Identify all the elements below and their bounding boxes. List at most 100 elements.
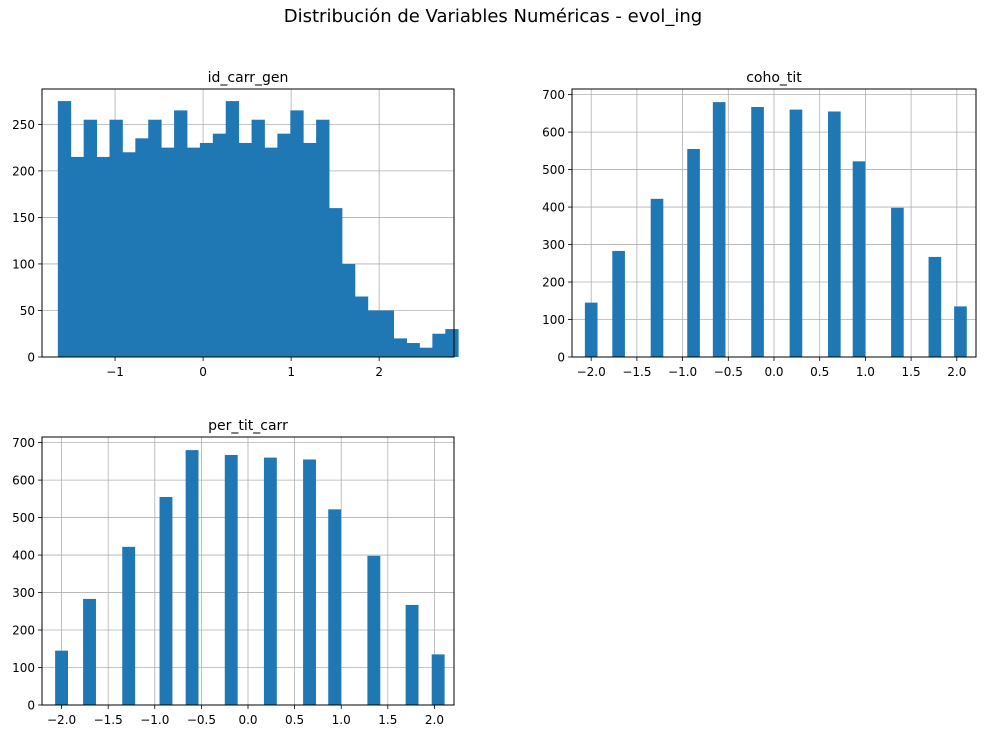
y-tick-label: 600 bbox=[12, 474, 35, 488]
histogram-bar bbox=[55, 650, 69, 705]
histogram-bar bbox=[405, 604, 419, 705]
histogram-bar bbox=[341, 263, 356, 357]
histogram-bar bbox=[687, 148, 700, 357]
x-tick-label: 1.0 bbox=[856, 365, 875, 379]
figure-suptitle: Distribución de Variables Numéricas - ev… bbox=[283, 6, 703, 27]
x-tick-label: −2.0 bbox=[47, 713, 76, 727]
y-tick-label: 400 bbox=[12, 549, 35, 563]
x-tick-label: −1.0 bbox=[668, 365, 697, 379]
histogram-bar bbox=[852, 161, 866, 357]
y-tick-label: 200 bbox=[542, 276, 565, 290]
histogram-bar bbox=[789, 109, 803, 357]
axes-frame bbox=[41, 88, 455, 358]
histogram-bar bbox=[186, 147, 201, 357]
x-tick-label: 1.0 bbox=[332, 713, 351, 727]
y-tick-label: 300 bbox=[12, 586, 35, 600]
histogram-bar bbox=[328, 509, 342, 705]
histogram-bar bbox=[584, 302, 598, 357]
histogram-bar bbox=[199, 142, 214, 357]
histogram-bar bbox=[83, 598, 96, 705]
x-tick-label: 2 bbox=[375, 365, 383, 379]
x-tick-label: −1 bbox=[106, 365, 124, 379]
histogram-bar bbox=[928, 256, 942, 357]
histogram-bar bbox=[406, 343, 420, 357]
x-tick-label: −1.5 bbox=[622, 365, 651, 379]
y-tick-label: 100 bbox=[12, 661, 35, 675]
histogram-bar bbox=[329, 208, 343, 357]
histogram-bar bbox=[650, 198, 664, 357]
histogram-bar bbox=[109, 119, 123, 357]
y-tick-label: 300 bbox=[542, 238, 565, 252]
histogram-bar bbox=[225, 101, 240, 357]
y-tick-label: 700 bbox=[542, 88, 565, 102]
x-tick-label: 0.5 bbox=[810, 365, 829, 379]
histogram-bar bbox=[264, 147, 278, 357]
histogram-bar bbox=[148, 119, 162, 357]
y-tick-label: 200 bbox=[12, 164, 35, 178]
subplot-coho-tit: −2.0 −1.5 −1.0 −0.5 0.0 0.5 1.0 1.5 2.0 0 100 200 30… bbox=[542, 70, 977, 379]
y-tick-label: 250 bbox=[12, 118, 35, 132]
y-tick-label: 50 bbox=[20, 304, 35, 318]
histogram-bar bbox=[445, 329, 459, 357]
histogram-bar bbox=[161, 147, 175, 357]
subplot-title: id_carr_gen bbox=[208, 70, 289, 86]
histogram-bar bbox=[303, 459, 316, 705]
y-tick-label: 200 bbox=[12, 624, 35, 638]
y-tick-label: 700 bbox=[12, 436, 35, 450]
x-tick-label: 2.0 bbox=[425, 713, 444, 727]
histogram-bar bbox=[303, 142, 317, 357]
histogram-bar bbox=[277, 133, 291, 357]
histogram-bar bbox=[954, 306, 967, 357]
histogram-bar bbox=[212, 133, 227, 357]
x-tick-label: −1.5 bbox=[94, 713, 123, 727]
x-tick-label: −0.5 bbox=[714, 365, 743, 379]
histogram-bar bbox=[367, 310, 382, 357]
histogram-bar bbox=[828, 111, 841, 358]
histogram-bar bbox=[354, 296, 369, 357]
histogram-bar bbox=[159, 496, 173, 705]
histogram-bar bbox=[96, 156, 110, 357]
histogram-bar bbox=[57, 101, 72, 357]
y-tick-label: 400 bbox=[542, 201, 565, 215]
x-tick-label: 0 bbox=[199, 365, 207, 379]
histogram-bar bbox=[751, 106, 764, 357]
subplot-title: coho_tit bbox=[746, 70, 802, 86]
x-tick-label: 0.0 bbox=[238, 713, 257, 727]
x-tick-label: −1.0 bbox=[140, 713, 169, 727]
histogram-bar bbox=[431, 654, 445, 705]
histogram-bar bbox=[367, 555, 381, 705]
histogram-bar bbox=[891, 207, 904, 357]
subplot-id-carr-gen: −1 0 1 2 0 50 100 150 200 250 id_carr_gen bbox=[12, 70, 459, 379]
histogram-bar bbox=[290, 110, 304, 358]
histogram-bar bbox=[432, 333, 446, 357]
histogram-bar bbox=[224, 454, 238, 705]
histogram-bar bbox=[238, 142, 252, 357]
histogram-bar bbox=[380, 310, 395, 357]
histogram-bar bbox=[135, 138, 149, 357]
subplot-title: per_tit_carr bbox=[208, 418, 288, 434]
y-tick-label: 0 bbox=[557, 351, 565, 365]
y-tick-label: 500 bbox=[12, 511, 35, 525]
histogram-bar bbox=[316, 119, 330, 357]
y-tick-label: 100 bbox=[12, 257, 35, 271]
histogram-bar bbox=[83, 119, 97, 357]
x-tick-label: 1 bbox=[287, 365, 295, 379]
x-tick-label: 2.0 bbox=[947, 365, 966, 379]
histogram-bar bbox=[185, 450, 199, 705]
x-tick-label: −0.5 bbox=[187, 713, 216, 727]
x-tick-label: 0.5 bbox=[285, 713, 304, 727]
histogram-bar bbox=[712, 102, 726, 357]
histogram-bar bbox=[612, 250, 625, 357]
histogram-bar bbox=[393, 338, 407, 357]
y-tick-label: 100 bbox=[542, 313, 565, 327]
histogram-bar bbox=[263, 457, 277, 705]
histogram-bar bbox=[251, 119, 265, 357]
histogram-bar bbox=[70, 156, 85, 357]
x-tick-label: 1.5 bbox=[378, 713, 397, 727]
y-tick-label: 0 bbox=[27, 699, 35, 713]
histogram-bar bbox=[122, 546, 136, 705]
histogram-bar bbox=[419, 347, 433, 357]
y-tick-label: 0 bbox=[27, 351, 35, 365]
y-tick-label: 500 bbox=[542, 163, 565, 177]
